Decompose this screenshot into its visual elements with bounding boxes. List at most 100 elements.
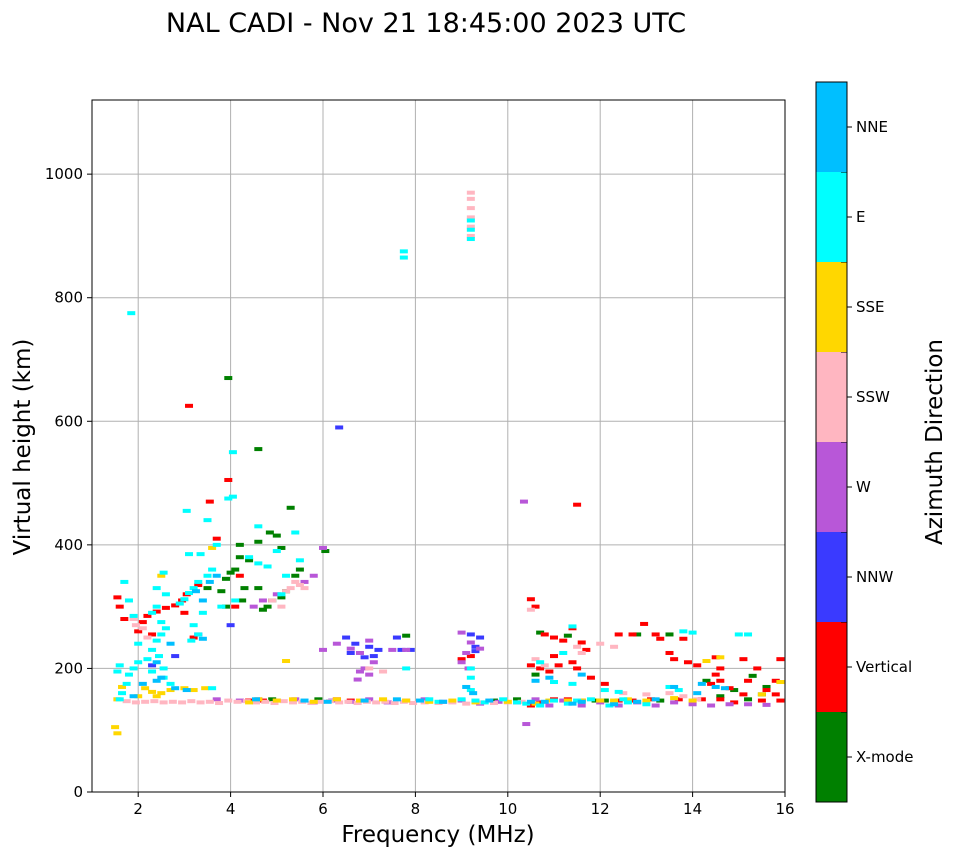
data-point-ssw (466, 224, 475, 229)
data-point-vertical (725, 686, 734, 691)
data-point-w (365, 672, 374, 677)
data-point-w (725, 702, 734, 707)
data-point-vertical (536, 666, 545, 671)
data-point-vertical (189, 635, 198, 640)
data-point-ssw (143, 635, 152, 640)
data-point-x-mode (513, 697, 522, 702)
data-point-w (300, 579, 309, 584)
data-point-e (187, 638, 196, 643)
data-point-ssw (300, 586, 309, 591)
data-point-w (744, 702, 753, 707)
data-point-vertical (776, 698, 785, 703)
data-point-e (148, 669, 157, 674)
data-point-e (113, 669, 122, 674)
data-point-e (228, 450, 237, 455)
data-point-vertical (148, 632, 157, 637)
colorbar-tick-label: SSE (856, 298, 885, 316)
data-point-ssw (489, 701, 498, 706)
data-point-sse (545, 698, 554, 703)
colorbar-tick-label: W (856, 478, 871, 496)
data-point-sse (563, 698, 572, 703)
data-point-ssw (129, 617, 138, 621)
data-point-e (399, 249, 408, 254)
data-point-vertical (670, 657, 679, 662)
data-point-nne (300, 698, 309, 703)
data-point-ssw (390, 701, 399, 706)
data-point-ssw (642, 692, 651, 697)
data-point-sse (189, 688, 198, 693)
data-point-w (762, 702, 771, 707)
data-point-vertical (693, 663, 702, 668)
data-point-ssw (270, 701, 279, 706)
data-point-ssw (462, 701, 471, 706)
data-point-ssw (344, 699, 353, 704)
data-point-vertical (762, 688, 771, 693)
data-point-ssw (252, 700, 261, 705)
data-point-x-mode (226, 570, 235, 575)
data-point-vertical (614, 632, 623, 637)
data-point-ssw (365, 666, 374, 671)
data-point-e (194, 632, 203, 637)
data-point-e (180, 597, 189, 602)
data-point-e (536, 660, 545, 665)
colorbar-segment-vertical (816, 622, 847, 712)
data-point-nne (152, 678, 161, 683)
x-tick-label: 12 (591, 800, 610, 818)
data-point-vertical (711, 672, 720, 677)
data-point-w (494, 699, 503, 704)
colorbar-segment-nnw (816, 532, 847, 622)
data-point-nnw (471, 649, 480, 654)
colorbar-segment-x-mode (816, 712, 847, 802)
data-point-w (420, 697, 429, 702)
data-point-w (319, 545, 327, 550)
data-point-w (212, 697, 221, 702)
data-point-x-mode (217, 589, 226, 594)
data-point-w (353, 677, 362, 682)
data-point-ssw (372, 700, 381, 705)
data-point-ssw (122, 699, 131, 704)
data-point-sse (282, 659, 291, 664)
x-tick-label: 14 (683, 800, 702, 818)
data-point-ssw (466, 233, 475, 238)
data-point-e (129, 666, 138, 671)
data-point-w (522, 722, 531, 727)
data-point-nnw (406, 647, 415, 652)
data-point-ssw (286, 586, 295, 591)
data-points (111, 190, 785, 736)
data-point-ssw (205, 699, 214, 704)
data-point-e (157, 632, 166, 637)
data-point-x-mode (291, 573, 300, 578)
data-point-nne (469, 691, 478, 696)
data-point-w (319, 647, 327, 652)
data-point-vertical (573, 502, 582, 507)
data-point-w (332, 641, 341, 646)
data-point-ssw (138, 626, 147, 631)
data-point-vertical (531, 604, 540, 609)
data-point-sse (776, 680, 785, 685)
data-point-e (295, 558, 304, 563)
data-point-x-mode (489, 698, 498, 703)
data-point-x-mode (268, 697, 277, 702)
data-point-x-mode (231, 567, 240, 572)
data-point-e (674, 688, 683, 693)
data-point-vertical (771, 678, 780, 683)
data-point-nnw (365, 644, 374, 649)
data-point-vertical (205, 499, 214, 504)
data-point-x-mode (240, 586, 249, 591)
data-point-e (399, 255, 408, 260)
x-tick-label: 4 (226, 800, 236, 818)
data-point-x-mode (656, 698, 665, 703)
data-point-sse (531, 701, 540, 706)
data-point-w (457, 630, 466, 635)
data-point-x-mode (254, 447, 263, 452)
data-point-e (550, 680, 558, 685)
data-point-w (365, 638, 374, 643)
data-point-w (402, 647, 411, 652)
data-point-e (134, 660, 143, 665)
data-point-vertical (628, 698, 637, 703)
data-point-nne (610, 702, 619, 707)
data-point-e (665, 684, 674, 689)
data-point-e (182, 508, 191, 513)
data-point-e (175, 601, 184, 606)
data-point-x-mode (744, 697, 753, 702)
